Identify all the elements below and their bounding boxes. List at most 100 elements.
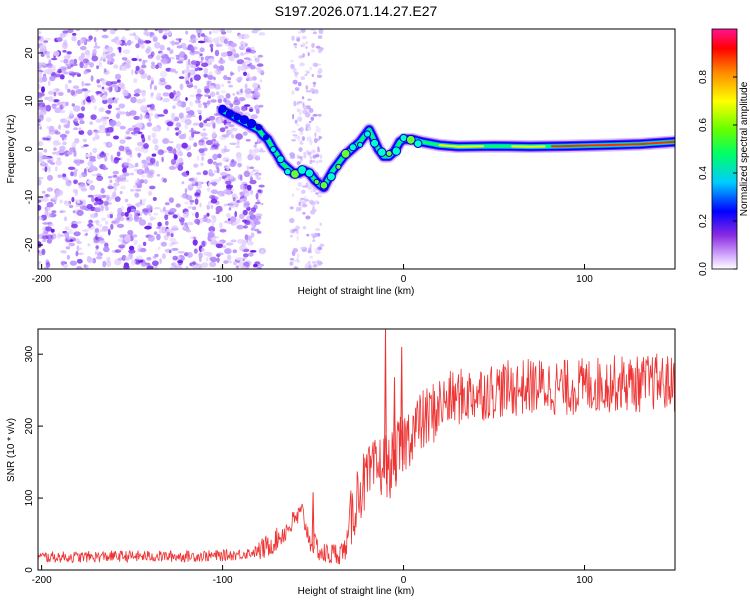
noise-speckle xyxy=(216,252,224,256)
noise-speckle xyxy=(138,41,147,44)
noise-speckle xyxy=(119,111,127,115)
noise-speckle xyxy=(242,62,246,66)
noise-speckle xyxy=(64,124,70,129)
noise-speckle xyxy=(210,99,217,103)
noise-speckle xyxy=(169,49,174,55)
noise-speckle xyxy=(316,74,323,79)
noise-speckle xyxy=(207,75,214,80)
noise-speckle xyxy=(207,231,215,238)
ridge-blob xyxy=(335,163,342,170)
noise-speckle xyxy=(316,259,320,265)
noise-speckle xyxy=(55,189,64,196)
noise-speckle xyxy=(49,75,56,82)
noise-speckle xyxy=(107,104,113,109)
noise-speckle xyxy=(243,34,250,39)
noise-speckle xyxy=(193,74,201,81)
noise-speckle xyxy=(211,221,214,228)
noise-speckle xyxy=(91,196,95,203)
noise-speckle xyxy=(105,110,112,114)
noise-speckle xyxy=(97,253,102,256)
noise-speckle xyxy=(299,109,303,114)
noise-speckle xyxy=(197,66,200,70)
noise-speckle xyxy=(244,220,251,225)
noise-speckle xyxy=(209,43,214,48)
noise-speckle xyxy=(307,98,312,101)
noise-speckle xyxy=(153,212,159,216)
noise-speckle xyxy=(200,262,209,268)
noise-speckle xyxy=(87,129,93,136)
ridge-blob xyxy=(233,113,241,121)
noise-speckle xyxy=(301,96,305,100)
noise-speckle xyxy=(157,114,165,117)
noise-speckle xyxy=(214,49,220,57)
noise-speckle xyxy=(78,127,82,131)
noise-speckle xyxy=(220,90,227,94)
noise-speckle xyxy=(121,179,130,183)
noise-speckle xyxy=(47,90,55,95)
noise-speckle xyxy=(213,239,218,246)
noise-speckle xyxy=(120,156,123,161)
noise-speckle xyxy=(232,93,235,96)
noise-speckle xyxy=(217,95,225,99)
noise-speckle xyxy=(220,52,228,57)
noise-speckle xyxy=(135,255,143,261)
noise-speckle xyxy=(248,252,254,257)
noise-speckle xyxy=(177,164,184,171)
noise-speckle xyxy=(108,86,113,93)
noise-speckle xyxy=(43,40,48,43)
noise-speckle xyxy=(318,159,323,163)
noise-speckle xyxy=(72,32,77,36)
noise-speckle xyxy=(310,190,313,193)
noise-speckle xyxy=(228,201,236,208)
noise-speckle xyxy=(230,71,233,77)
noise-speckle xyxy=(195,211,199,219)
noise-speckle xyxy=(225,242,234,246)
noise-speckle xyxy=(79,46,87,51)
noise-speckle xyxy=(292,113,295,120)
noise-speckle xyxy=(96,84,102,88)
noise-speckle xyxy=(57,232,61,239)
snr-x-tick-label: 100 xyxy=(576,575,593,586)
noise-speckle xyxy=(243,71,247,77)
noise-speckle xyxy=(207,85,215,89)
noise-speckle xyxy=(68,228,74,235)
noise-speckle xyxy=(63,71,69,75)
noise-speckle xyxy=(237,65,241,73)
noise-speckle xyxy=(86,204,93,209)
noise-speckle xyxy=(256,263,265,267)
noise-speckle xyxy=(79,38,84,44)
snr-line-layer xyxy=(38,329,675,565)
noise-speckle xyxy=(219,171,228,177)
noise-speckle xyxy=(164,202,170,206)
noise-speckle xyxy=(307,52,310,57)
noise-speckle xyxy=(103,200,109,207)
noise-speckle xyxy=(94,42,98,47)
noise-speckle xyxy=(77,221,82,224)
noise-speckle xyxy=(239,213,245,220)
noise-speckle xyxy=(113,185,117,192)
noise-speckle xyxy=(38,30,42,35)
noise-speckle xyxy=(95,244,99,251)
noise-speckle xyxy=(92,48,97,56)
noise-speckle xyxy=(51,151,58,155)
noise-speckle xyxy=(178,76,185,79)
noise-speckle xyxy=(194,218,201,224)
noise-speckle xyxy=(207,158,213,165)
noise-speckle xyxy=(42,238,47,243)
noise-speckle xyxy=(186,151,192,158)
ridge-core xyxy=(438,144,485,148)
noise-speckle xyxy=(195,94,203,97)
noise-speckle xyxy=(191,212,195,216)
noise-speckle xyxy=(78,211,81,216)
noise-speckle xyxy=(157,149,164,156)
noise-speckle xyxy=(314,132,317,138)
noise-speckle xyxy=(38,92,43,99)
noise-speckle xyxy=(53,50,60,57)
noise-speckle xyxy=(226,51,233,57)
noise-speckle xyxy=(162,29,170,32)
noise-speckle xyxy=(225,180,232,185)
noise-speckle xyxy=(245,92,252,99)
spectrogram-y-axis: -20 -10 0 10 20 xyxy=(24,47,43,252)
noise-speckle xyxy=(178,130,182,135)
snr-x-label: Height of straight line (km) xyxy=(298,586,415,597)
